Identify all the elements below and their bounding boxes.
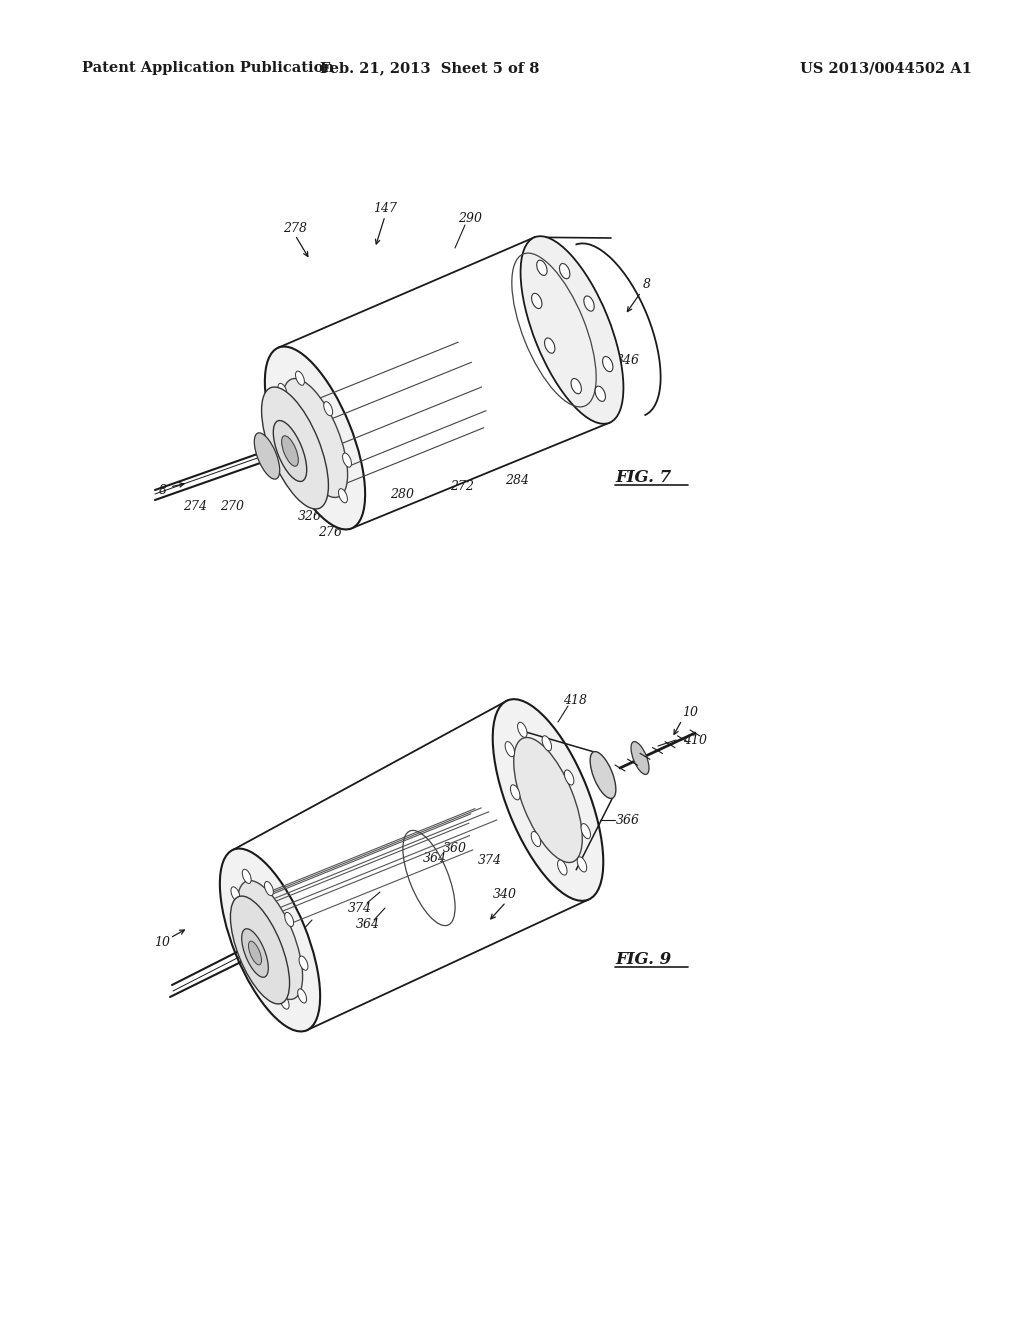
Text: 374: 374 — [348, 902, 372, 915]
Ellipse shape — [564, 770, 573, 785]
Ellipse shape — [285, 912, 294, 927]
Ellipse shape — [286, 434, 295, 449]
Ellipse shape — [531, 832, 541, 846]
Ellipse shape — [571, 379, 582, 393]
Text: 286: 286 — [336, 491, 360, 504]
Text: 270: 270 — [220, 500, 244, 513]
Text: 290: 290 — [458, 211, 482, 224]
Ellipse shape — [243, 870, 251, 883]
Text: 374: 374 — [478, 854, 502, 866]
Text: 364: 364 — [356, 919, 380, 932]
Ellipse shape — [299, 956, 308, 970]
Ellipse shape — [517, 722, 527, 738]
Ellipse shape — [261, 387, 329, 510]
Text: 8: 8 — [643, 279, 651, 292]
Text: 272: 272 — [450, 480, 474, 494]
Text: 360: 360 — [443, 842, 467, 854]
Ellipse shape — [298, 989, 306, 1003]
Ellipse shape — [339, 488, 347, 503]
Ellipse shape — [324, 401, 333, 416]
Ellipse shape — [311, 480, 321, 494]
Ellipse shape — [249, 941, 261, 965]
Text: 326: 326 — [298, 510, 322, 523]
Ellipse shape — [578, 857, 587, 873]
Text: 364: 364 — [423, 851, 447, 865]
Ellipse shape — [343, 453, 351, 467]
Text: 280: 280 — [390, 488, 414, 502]
Text: Feb. 21, 2013  Sheet 5 of 8: Feb. 21, 2013 Sheet 5 of 8 — [321, 61, 540, 75]
Text: 346: 346 — [616, 354, 640, 367]
Ellipse shape — [282, 436, 298, 466]
Text: 378: 378 — [236, 913, 260, 927]
Ellipse shape — [231, 887, 240, 902]
Ellipse shape — [602, 356, 613, 372]
Ellipse shape — [238, 880, 302, 999]
Ellipse shape — [236, 925, 245, 940]
Ellipse shape — [557, 859, 567, 875]
Ellipse shape — [545, 338, 555, 354]
Ellipse shape — [230, 896, 290, 1005]
Text: 147: 147 — [373, 202, 397, 214]
Text: 10: 10 — [682, 705, 698, 718]
Text: 278: 278 — [283, 222, 307, 235]
Ellipse shape — [264, 882, 273, 896]
Ellipse shape — [511, 785, 520, 800]
Text: 340: 340 — [493, 888, 517, 902]
Ellipse shape — [254, 433, 280, 479]
Ellipse shape — [505, 742, 515, 756]
Ellipse shape — [514, 738, 583, 862]
Ellipse shape — [255, 969, 263, 982]
Ellipse shape — [279, 383, 287, 397]
Text: FIG. 9: FIG. 9 — [615, 952, 672, 969]
Ellipse shape — [542, 735, 552, 751]
Text: 276: 276 — [318, 527, 342, 540]
Ellipse shape — [220, 849, 321, 1031]
Ellipse shape — [537, 260, 547, 276]
Ellipse shape — [265, 347, 366, 529]
Ellipse shape — [283, 379, 347, 498]
Ellipse shape — [631, 742, 649, 775]
Ellipse shape — [493, 700, 603, 900]
Ellipse shape — [590, 751, 615, 799]
Ellipse shape — [242, 929, 268, 977]
Text: 418: 418 — [563, 693, 587, 706]
Text: FIG. 7: FIG. 7 — [615, 470, 672, 487]
Ellipse shape — [273, 421, 307, 482]
Ellipse shape — [584, 296, 594, 312]
Ellipse shape — [296, 371, 304, 385]
Ellipse shape — [281, 995, 289, 1010]
Text: 10: 10 — [154, 936, 170, 949]
Text: US 2013/0044502 A1: US 2013/0044502 A1 — [800, 61, 972, 75]
Ellipse shape — [581, 824, 591, 838]
Text: 380: 380 — [278, 932, 302, 945]
Text: 274: 274 — [183, 500, 207, 513]
Ellipse shape — [595, 387, 605, 401]
Text: 284: 284 — [505, 474, 529, 487]
Text: 8: 8 — [159, 483, 167, 496]
Text: 366: 366 — [616, 813, 640, 826]
Text: Patent Application Publication: Patent Application Publication — [82, 61, 334, 75]
Ellipse shape — [531, 293, 542, 309]
Ellipse shape — [520, 236, 624, 424]
Ellipse shape — [559, 264, 569, 279]
Text: 410: 410 — [683, 734, 707, 747]
